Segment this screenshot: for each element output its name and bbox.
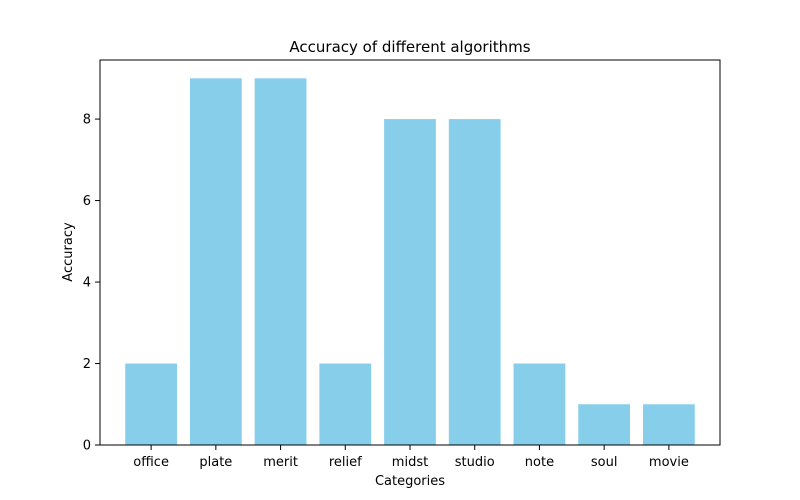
x-tick-label-relief: relief [329,455,362,470]
x-tick-label-plate: plate [199,455,232,470]
x-axis-ticks: office plate merit relief midst studio note sou… [133,445,689,470]
bar-note [513,363,566,445]
chart-title: Accuracy of different algorithms [289,38,530,56]
x-tick-label-studio: studio [455,455,495,470]
x-tick-label-note: note [525,455,554,470]
y-tick-label-8: 8 [83,113,91,128]
x-tick-label-office: office [133,455,169,470]
bar-relief [319,363,372,445]
plot-frame [99,59,721,446]
y-tick-label-6: 6 [83,194,91,209]
bar-plate [189,78,242,445]
bar-office [125,363,178,445]
bar-studio [448,119,501,446]
x-tick-label-midst: midst [392,455,428,470]
x-tick-label-soul: soul [591,455,618,470]
bars-layer [125,78,695,446]
bar-merit [254,78,307,445]
y-axis-ticks: 0 2 4 6 8 [83,113,100,454]
x-axis-label: Categories [375,474,445,489]
bar-movie [642,404,695,445]
y-tick-label-0: 0 [83,439,91,454]
x-tick-label-merit: merit [263,455,298,470]
bar-midst [384,119,436,446]
y-axis-label: Accuracy [61,222,76,282]
x-tick-label-movie: movie [649,455,689,470]
bar-soul [578,404,631,445]
y-tick-label-2: 2 [83,357,91,372]
y-tick-label-4: 4 [83,276,91,291]
